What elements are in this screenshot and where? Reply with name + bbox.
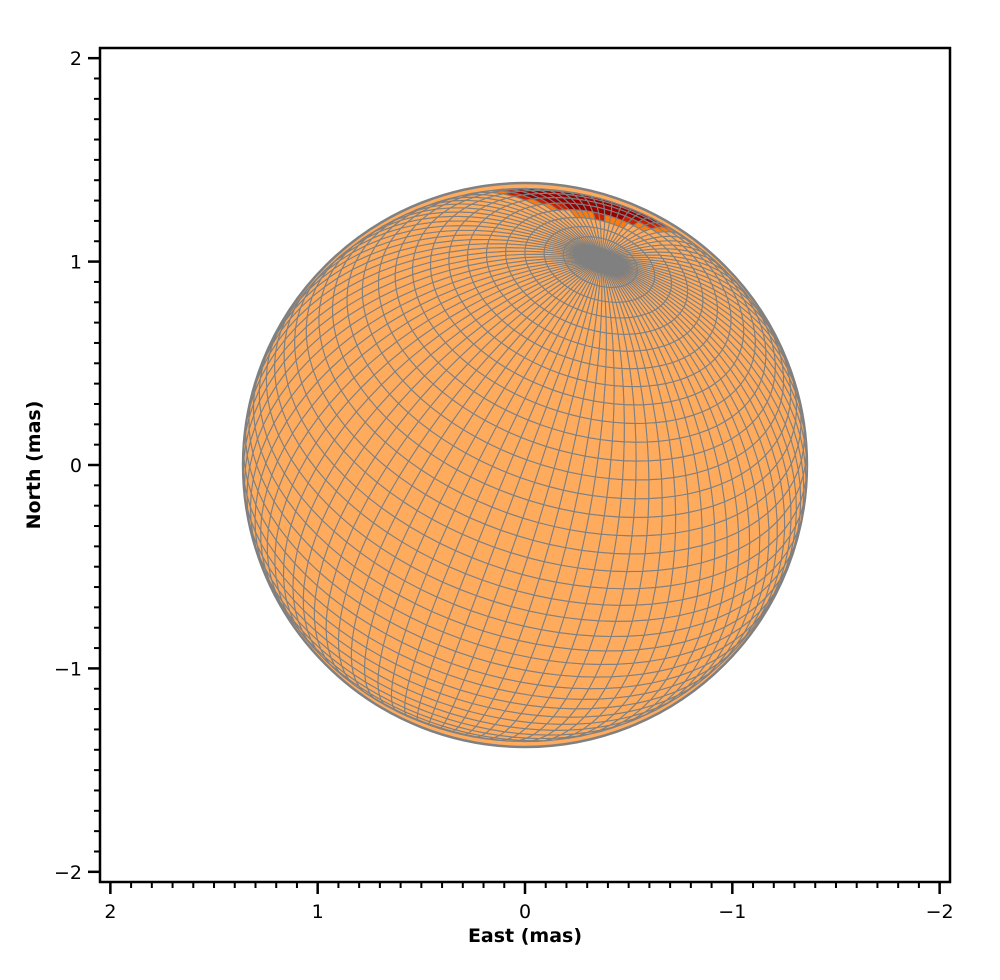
surface-cell (618, 497, 636, 518)
surface-cell (635, 460, 650, 481)
surface-cell (633, 404, 647, 424)
surface-cell (613, 367, 624, 387)
star-surface (241, 181, 809, 749)
surface-cell (661, 495, 677, 517)
surface-cell (648, 478, 663, 500)
surface-cell (621, 460, 637, 481)
surface-cell (674, 493, 690, 516)
surface-cell (647, 459, 663, 481)
x-tick-label: −1 (718, 901, 746, 923)
x-tick-label: 0 (519, 901, 531, 923)
surface-cell (687, 490, 702, 513)
surface-cell (610, 440, 625, 462)
surface-cell (688, 508, 703, 532)
surface-cell (623, 441, 637, 462)
surface-cell (674, 511, 690, 534)
surface-cell (596, 259, 602, 273)
surface-cell (605, 332, 614, 351)
x-axis-label: East (mas) (468, 925, 582, 947)
y-tick-label: 2 (70, 48, 82, 70)
surface-cell (674, 530, 690, 552)
surface-cell (468, 238, 490, 246)
surface-cell (612, 349, 623, 369)
surface-cell (672, 547, 690, 570)
y-tick-label: 0 (70, 455, 82, 477)
surface-cell (635, 441, 649, 462)
surface-cell (659, 458, 675, 480)
surface-cell (612, 403, 625, 424)
surface-cell (622, 385, 635, 406)
y-tick-label: −2 (54, 862, 82, 884)
surface-cell (660, 476, 676, 499)
surface-cell (620, 478, 637, 500)
surface-cell (644, 534, 662, 555)
surface-cell (629, 535, 648, 555)
surface-cell (633, 497, 650, 518)
y-tick-label: −1 (54, 658, 82, 680)
surface-cell (608, 459, 625, 481)
surface-cell (657, 550, 676, 571)
surface-cell (631, 516, 649, 537)
y-axis-label: North (mas) (23, 401, 45, 530)
axis-ticks: 2 1 0 −1 −2 −2 −1 0 1 2 (54, 48, 954, 923)
surface-cell (604, 366, 615, 387)
surface-cell (605, 316, 613, 335)
surface-cell (660, 514, 677, 536)
surface-cell (613, 385, 625, 406)
surface-cell (611, 421, 625, 443)
surface-cell (605, 349, 615, 369)
surface-cell (623, 403, 636, 424)
surface-cell (634, 479, 650, 500)
x-tick-label: −2 (926, 901, 954, 923)
surface-cell (646, 440, 661, 462)
surface-cell (673, 474, 689, 497)
surface-cell (647, 497, 663, 518)
surface-cell (634, 422, 648, 443)
x-tick-label: 1 (312, 901, 324, 923)
y-tick-label: 1 (70, 252, 82, 274)
surface-cell (623, 422, 637, 443)
surface-cell (659, 532, 676, 554)
x-tick-label: 2 (104, 901, 116, 923)
surface-cell (646, 515, 663, 537)
